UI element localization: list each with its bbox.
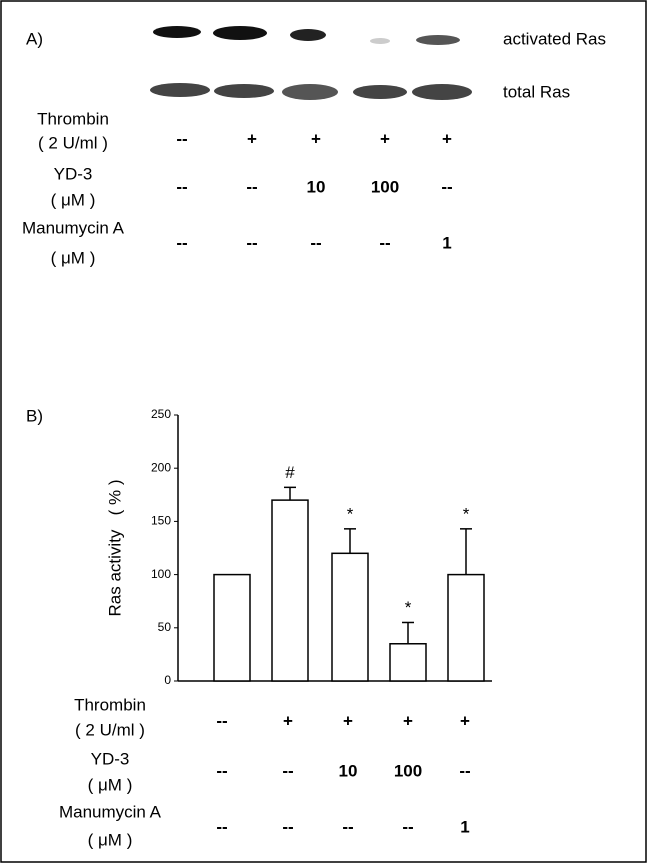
y-tick-label: 150 [151,514,171,528]
condition-cell: -- [176,177,187,196]
condition-cell: -- [402,817,413,836]
band [416,35,460,45]
bar [390,644,426,681]
bar [214,575,250,681]
condition-cell: 1 [442,233,451,252]
condition-cell: -- [216,711,227,730]
condition-cell: + [283,711,293,730]
condition-cell: 10 [307,177,326,196]
condition-cell: -- [216,761,227,780]
figure: A) activated Ras total Ras Thrombin ( 2 U/ml… [0,0,647,863]
band-label: total Ras [503,82,570,101]
band [353,85,407,99]
y-tick-label: 250 [151,407,171,421]
annotation: * [463,504,470,523]
condition-cell: -- [246,177,257,196]
band [214,84,274,98]
annotation: * [405,598,412,617]
condition-cell: -- [216,817,227,836]
panel-label: A) [26,29,43,48]
condition-cell: + [380,129,390,148]
band-label: activated Ras [503,29,606,48]
band [150,83,210,97]
condition-cell: 100 [371,177,399,196]
bar [332,553,368,681]
condition-cell: -- [282,817,293,836]
condition-cell: + [403,711,413,730]
condition-unit: ( μM ) [88,830,133,849]
band [370,38,390,44]
band [213,26,267,40]
condition-cell: -- [282,761,293,780]
condition-cell: -- [441,177,452,196]
condition-label: YD-3 [91,749,130,768]
condition-cell: 10 [339,761,358,780]
condition-unit: ( 2 U/ml ) [75,720,145,739]
condition-cell: 1 [460,817,469,836]
y-tick-label: 50 [158,620,172,634]
condition-cell: + [343,711,353,730]
condition-cell: -- [379,233,390,252]
condition-unit: ( 2 U/ml ) [38,133,108,152]
y-axis-label: Ras activity ( % ) [105,480,124,617]
condition-cell: + [247,129,257,148]
condition-cell: + [442,129,452,148]
condition-label: Thrombin [74,695,146,714]
blot [150,26,472,100]
y-tick-label: 100 [151,567,171,581]
condition-label: Thrombin [37,109,109,128]
condition-label: Manumycin A [22,218,125,237]
y-tick-label: 0 [164,673,171,687]
band [153,26,201,38]
condition-cell: -- [176,233,187,252]
annotation: * [347,504,354,523]
condition-cell: + [311,129,321,148]
bar [272,500,308,681]
condition-cell: + [460,711,470,730]
annotation: # [285,463,295,482]
condition-cell: -- [310,233,321,252]
condition-cell: -- [176,129,187,148]
y-tick-label: 200 [151,460,171,474]
condition-unit: ( μM ) [51,190,96,209]
condition-cell: -- [342,817,353,836]
condition-unit: ( μM ) [88,775,133,794]
condition-label: YD-3 [54,164,93,183]
condition-cell: 100 [394,761,422,780]
condition-unit: ( μM ) [51,248,96,267]
condition-label: Manumycin A [59,802,162,821]
page: A) activated Ras total Ras Thrombin ( 2 U/ml… [0,0,647,863]
band [282,84,338,100]
condition-cell: -- [246,233,257,252]
band [412,84,472,100]
band [290,29,326,41]
bar [448,575,484,681]
panel-label: B) [26,406,43,425]
condition-cell: -- [459,761,470,780]
